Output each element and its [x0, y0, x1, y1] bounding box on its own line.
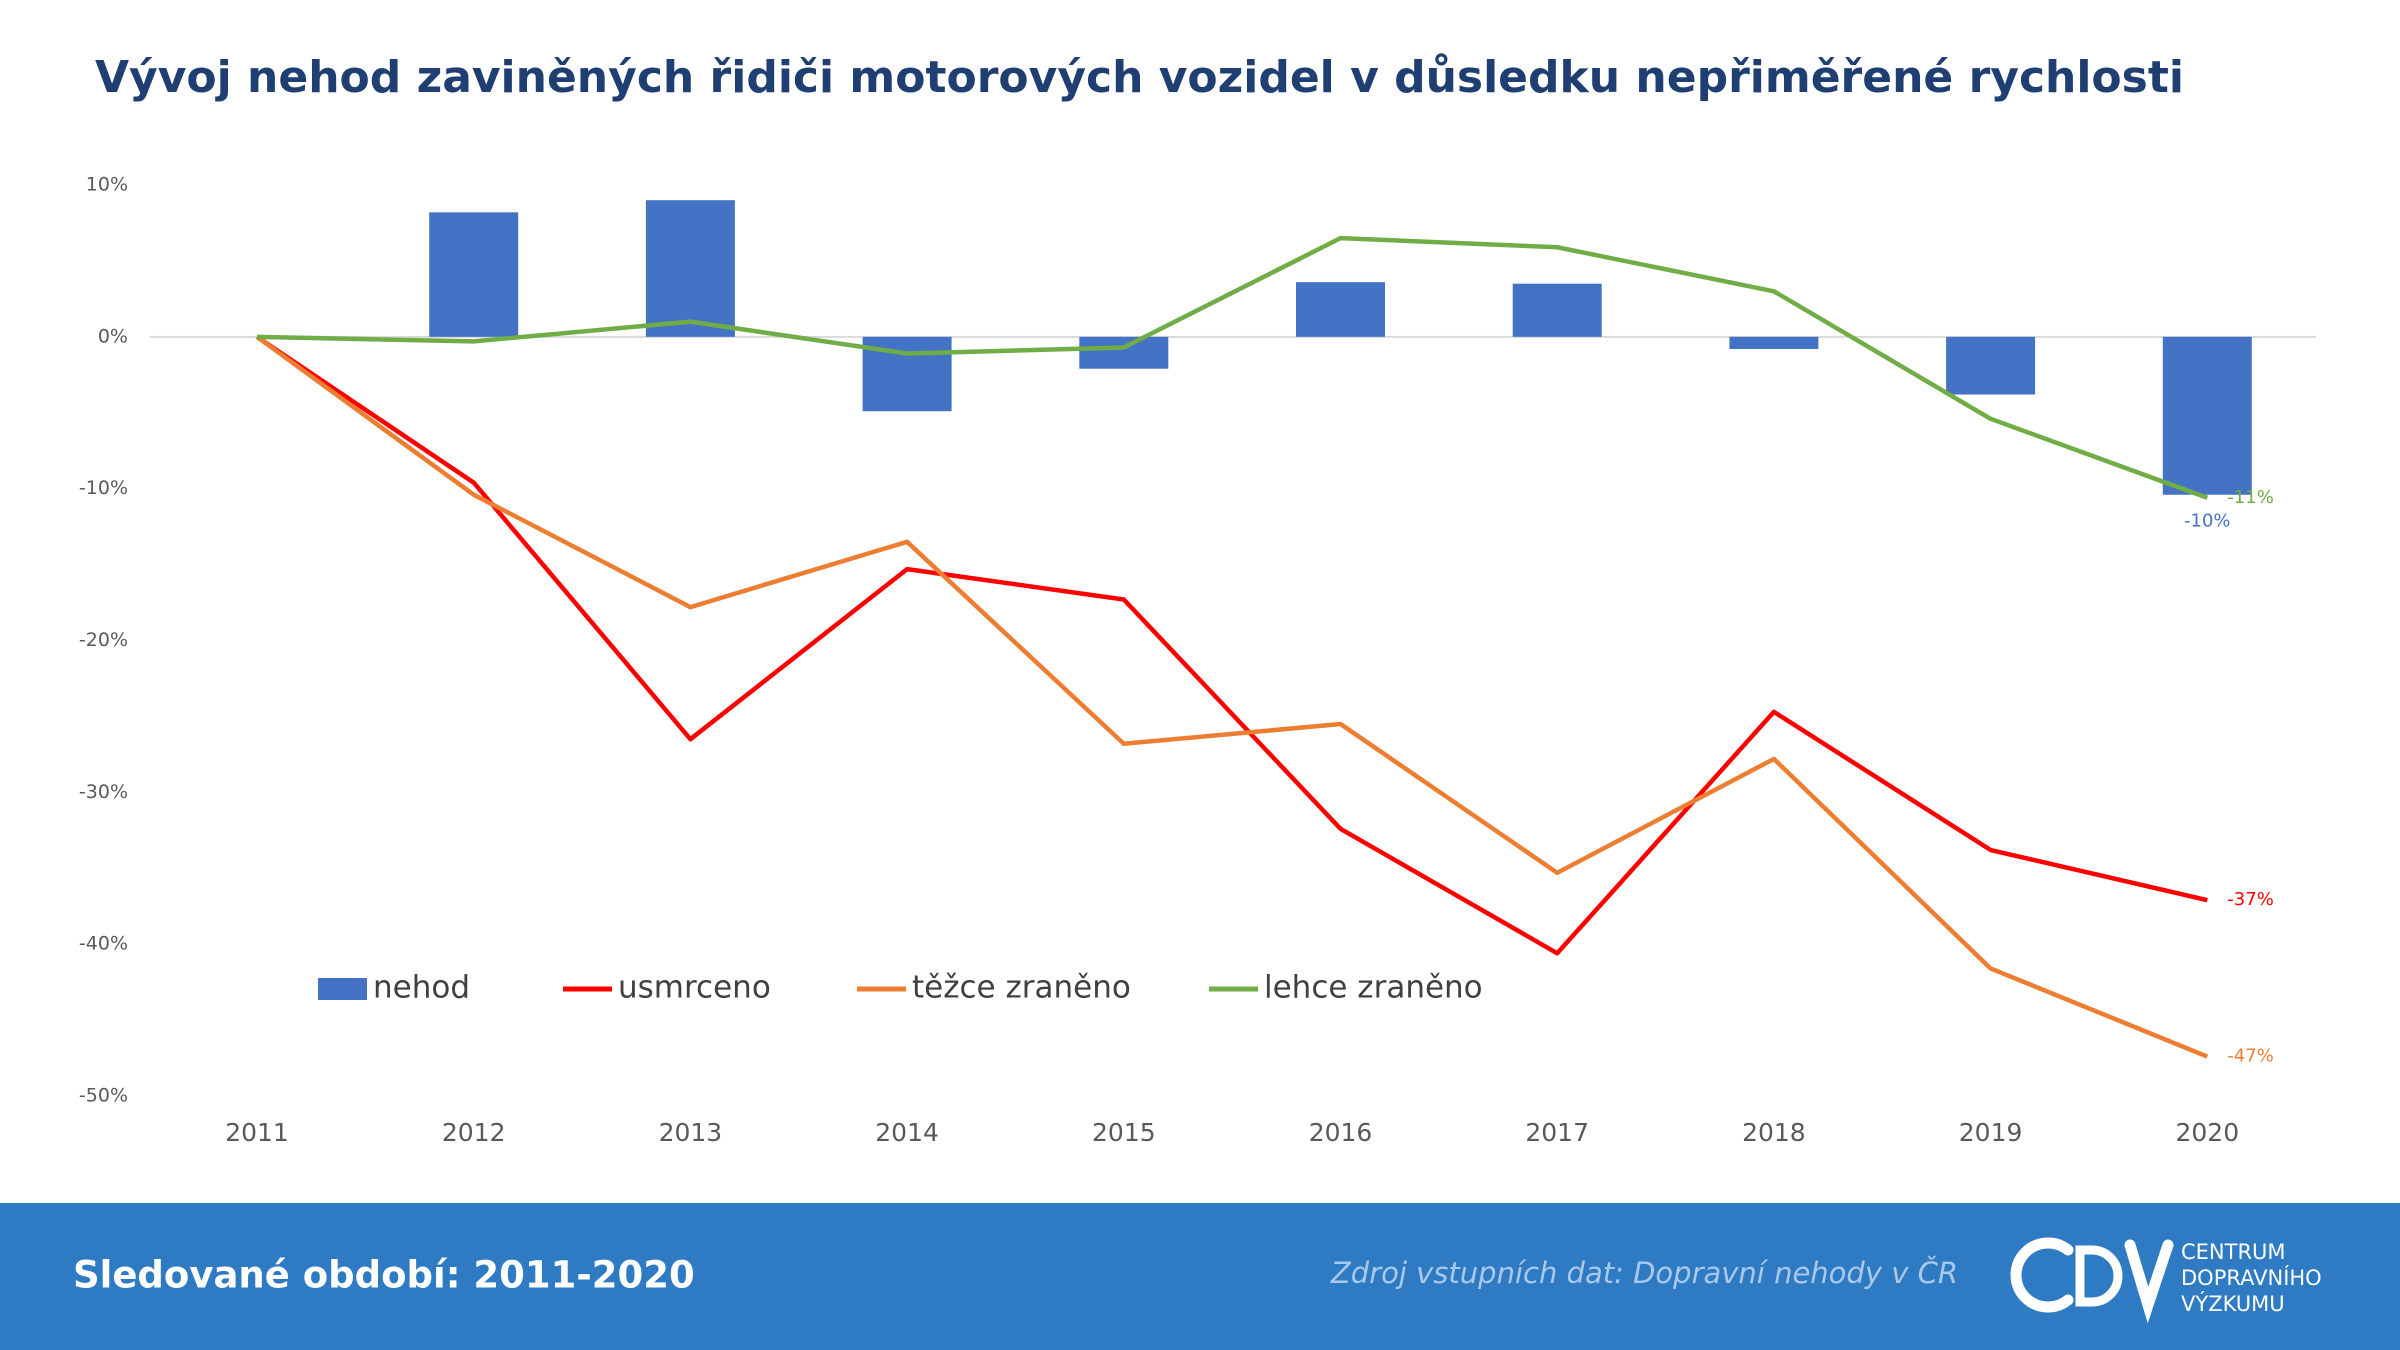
- value-label: -10%: [2184, 511, 2231, 532]
- x-tick-label: 2019: [1959, 1118, 2023, 1147]
- x-tick-label: 2017: [1525, 1118, 1589, 1147]
- y-tick-label: 10%: [86, 174, 128, 196]
- bar: [1729, 336, 1819, 349]
- y-tick-label: -30%: [79, 781, 128, 803]
- legend-swatch: [318, 978, 367, 1000]
- bar: [1079, 336, 1169, 369]
- period: Sledované období: 2011-2020: [73, 1254, 695, 1297]
- x-tick-label: 2015: [1092, 1118, 1156, 1147]
- y-tick-label: 0%: [98, 325, 128, 347]
- logo-text: VÝZKUMU: [2181, 1291, 2285, 1316]
- legend-label: usmrceno: [618, 970, 771, 1006]
- value-label: -47%: [2227, 1046, 2274, 1067]
- x-tick-label: 2013: [659, 1118, 723, 1147]
- line: [256, 235, 2209, 500]
- footer-band: [0, 1203, 2400, 1350]
- plot: 10% 0% -10% -20% -30% -40% -50% 2011 2012 2013 201…: [79, 174, 2316, 1147]
- value-label: -37%: [2227, 889, 2274, 910]
- logo-text: CENTRUM: [2181, 1240, 2286, 1264]
- source: Zdroj vstupních dat: Dopravní nehody v Č…: [1330, 1256, 1958, 1290]
- x-tick-label: 2016: [1309, 1118, 1373, 1147]
- y-tick-label: -40%: [79, 933, 128, 955]
- bar: [1296, 282, 1385, 337]
- x-tick-label: 2018: [1742, 1118, 1806, 1147]
- legend-label: těžce zraněno: [912, 970, 1131, 1006]
- value-label: -11%: [2227, 487, 2274, 508]
- y-tick-label: -20%: [79, 629, 128, 651]
- x-tick-label: 2014: [875, 1118, 939, 1147]
- line: [255, 334, 2208, 956]
- x-tick-label: 2020: [2175, 1118, 2239, 1147]
- bar: [1512, 283, 1602, 337]
- bar: [2162, 336, 2252, 495]
- bar: [429, 212, 519, 337]
- logo: [2010, 1237, 2174, 1324]
- legend-label: nehod: [373, 970, 470, 1006]
- chart-title: Vývoj nehod zaviněných řidiči motorových…: [95, 52, 2184, 103]
- x-tick-label: 2011: [225, 1118, 289, 1147]
- bar: [1946, 336, 2036, 395]
- logo-text: DOPRAVNÍHO: [2181, 1265, 2322, 1290]
- bar: [645, 200, 735, 337]
- y-tick-label: -10%: [79, 477, 128, 499]
- line: [255, 335, 2209, 1059]
- legend-label: lehce zraněno: [1264, 970, 1483, 1006]
- y-tick-label: -50%: [79, 1085, 128, 1107]
- x-tick-label: 2012: [442, 1118, 506, 1147]
